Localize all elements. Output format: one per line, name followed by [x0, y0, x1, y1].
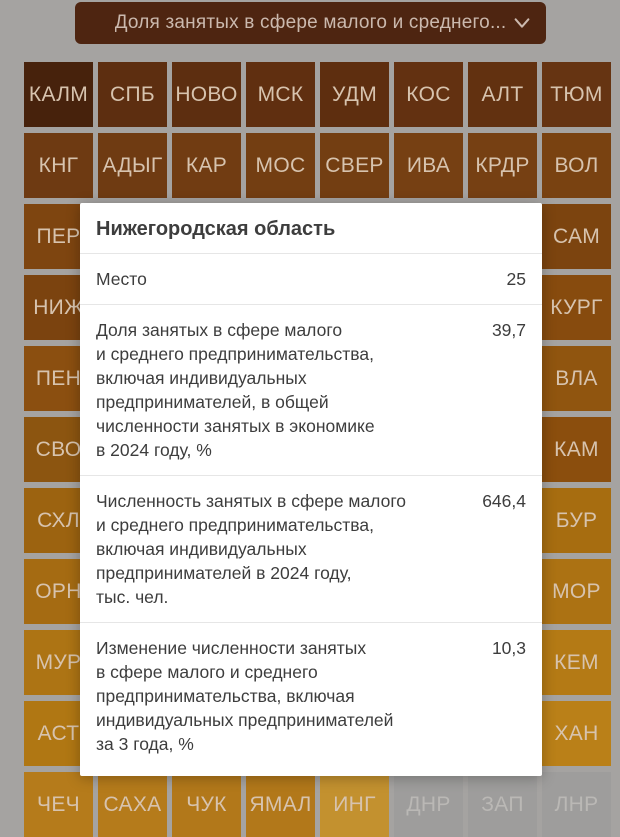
region-tile-label: КУРГ — [550, 295, 603, 319]
region-tile[interactable]: КНГ — [24, 133, 93, 198]
stat-value: 646,4 — [482, 491, 526, 511]
region-tile-label: СХЛ — [37, 508, 80, 532]
region-tile-label: КАЛМ — [28, 82, 89, 106]
stat-value: 25 — [506, 269, 526, 289]
region-tile[interactable]: ТЮМ — [542, 62, 611, 127]
region-tile[interactable]: АДЫГ — [98, 133, 167, 198]
region-tile-label: КОС — [406, 82, 451, 106]
region-tile[interactable]: НОВО — [172, 62, 241, 127]
region-tile[interactable]: КЕМ — [542, 630, 611, 695]
region-tile-label: ИВА — [406, 153, 451, 177]
modal-stats: Место 25 Доля занятых в сфере малого и сре… — [80, 254, 542, 776]
region-tile-label: УДМ — [331, 82, 377, 106]
region-tile-label: ТЮМ — [550, 82, 603, 106]
region-detail-modal: Нижегородская область Место 25 Доля заняты… — [80, 203, 542, 776]
modal-title: Нижегородская область — [80, 203, 542, 254]
region-tile[interactable]: КАМ — [542, 417, 611, 482]
region-tile[interactable]: ВОЛ — [542, 133, 611, 198]
region-tile-label: ЧУК — [186, 792, 227, 816]
region-tile[interactable]: СПБ — [98, 62, 167, 127]
stat-label: Численность занятых в сфере малого и сре… — [96, 491, 407, 607]
region-tile[interactable]: ИНГ — [320, 772, 389, 837]
region-tile-label: ПЕН — [35, 366, 82, 390]
region-tile[interactable]: КОС — [394, 62, 463, 127]
region-tile-label: БУР — [555, 508, 598, 532]
region-tile-label: МОР — [552, 579, 601, 603]
region-tile-label: НОВО — [175, 82, 238, 106]
region-tile[interactable]: УДМ — [320, 62, 389, 127]
region-tile-label: АДЫГ — [102, 153, 163, 177]
region-tile-label: САМ — [552, 224, 601, 248]
region-tile[interactable]: МОР — [542, 559, 611, 624]
region-tile-label: КАР — [185, 153, 228, 177]
region-tile[interactable]: ЛНР — [542, 772, 611, 837]
region-tile-label: ОРН — [35, 579, 82, 603]
region-tile-label: КНГ — [38, 153, 79, 177]
region-tile[interactable]: АЛТ — [468, 62, 537, 127]
region-tile[interactable]: КУРГ — [542, 275, 611, 340]
region-tile[interactable]: САХА — [98, 772, 167, 837]
region-tile-label: ЗАП — [481, 792, 524, 816]
region-tile[interactable]: БУР — [542, 488, 611, 553]
region-tile[interactable]: МСК — [246, 62, 315, 127]
region-tile[interactable]: ЗАП — [468, 772, 537, 837]
region-tile[interactable]: ЧУК — [172, 772, 241, 837]
chevron-down-icon — [514, 18, 530, 28]
stat-row: Доля занятых в сфере малого и среднего п… — [80, 305, 542, 476]
region-tile-label: ЧЕЧ — [37, 792, 80, 816]
region-tile[interactable]: ХАН — [542, 701, 611, 766]
region-tile-label: ДНР — [406, 792, 451, 816]
region-tile-label: КАМ — [554, 437, 599, 461]
region-tile-label: МСК — [257, 82, 304, 106]
region-tile-label: МОС — [255, 153, 306, 177]
stat-label: Доля занятых в сфере малого и среднего п… — [96, 320, 375, 460]
region-tile-label: АСТ — [37, 721, 80, 745]
region-tile[interactable]: ЯМАЛ — [246, 772, 315, 837]
region-tile[interactable]: МОС — [246, 133, 315, 198]
stat-value: 39,7 — [491, 320, 526, 340]
stat-row: Изменение численности занятых в сфере ма… — [80, 623, 542, 776]
region-tile-label: АЛТ — [481, 82, 524, 106]
region-tile[interactable]: САМ — [542, 204, 611, 269]
region-tile[interactable]: ВЛА — [542, 346, 611, 411]
region-tile[interactable]: КРДР — [468, 133, 537, 198]
metric-dropdown[interactable]: Доля занятых в сфере малого и среднего..… — [75, 2, 546, 44]
region-tile[interactable]: СВЕР — [320, 133, 389, 198]
region-tile[interactable]: ЧЕЧ — [24, 772, 93, 837]
region-tile[interactable]: ДНР — [394, 772, 463, 837]
region-tile-label: КЕМ — [554, 650, 599, 674]
region-tile-label: МУР — [35, 650, 82, 674]
region-tile-label: СВЕР — [325, 153, 384, 177]
region-tile-label: КРДР — [475, 153, 530, 177]
region-tile-label: САХА — [103, 792, 162, 816]
region-tile-label: ХАН — [554, 721, 599, 745]
stat-label: Изменение численности занятых в сфере ма… — [96, 638, 394, 754]
region-tile-label: ЛНР — [554, 792, 599, 816]
stat-row: Численность занятых в сфере малого и сре… — [80, 476, 542, 623]
region-tile-label: ИНГ — [333, 792, 376, 816]
region-tile-label: СПБ — [110, 82, 155, 106]
stat-label: Место — [96, 269, 147, 289]
stat-row: Место 25 — [80, 254, 542, 305]
region-tile-label: ПЕР — [36, 224, 81, 248]
region-tile[interactable]: КАЛМ — [24, 62, 93, 127]
region-tile-label: ВОЛ — [554, 153, 599, 177]
region-tile-label: НИЖ — [33, 295, 84, 319]
region-tile-label: ЯМАЛ — [249, 792, 312, 816]
metric-dropdown-label: Доля занятых в сфере малого и среднего..… — [114, 12, 507, 33]
region-tile[interactable]: КАР — [172, 133, 241, 198]
region-tile[interactable]: ИВА — [394, 133, 463, 198]
stat-value: 10,3 — [491, 638, 526, 658]
region-tile-label: СВО — [35, 437, 82, 461]
region-tile-label: ВЛА — [555, 366, 598, 390]
